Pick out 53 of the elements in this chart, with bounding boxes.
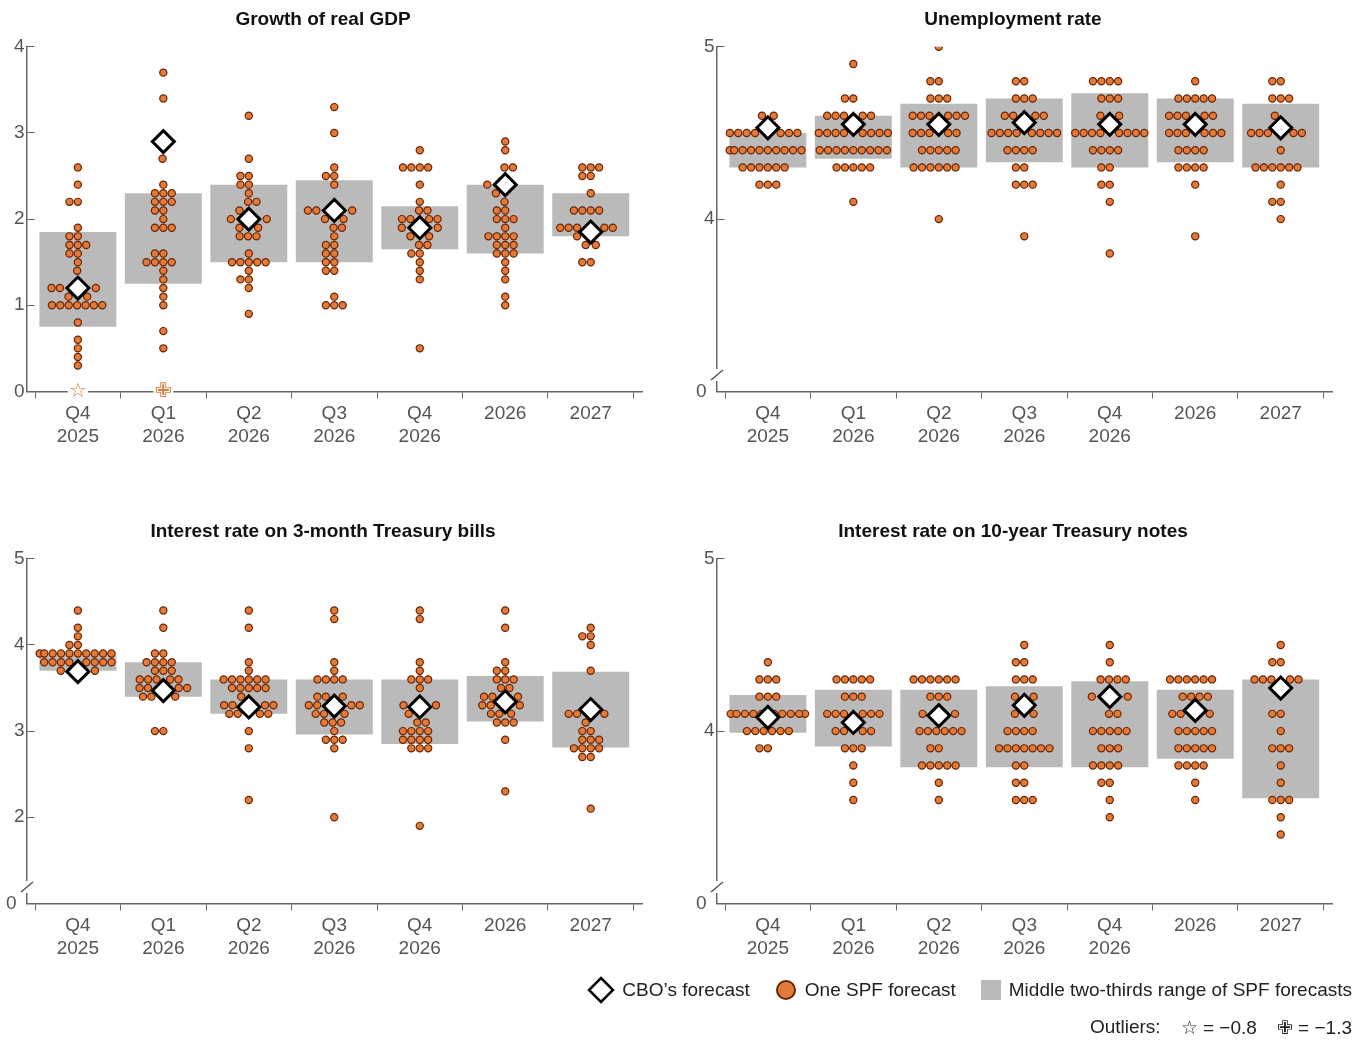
x-tick-label: Q1 2026: [832, 914, 875, 958]
x-tick-label: Q4 2026: [1088, 402, 1131, 446]
x-tick-label: Q4 2025: [746, 914, 789, 958]
y-tick-label: 5: [703, 35, 715, 57]
text: ☆ = −0.8: [1180, 1016, 1257, 1039]
x-tick-label: 2027: [1259, 402, 1302, 424]
legend-label: One SPF forecast: [804, 979, 956, 1001]
legend-label: CBO’s forecast: [622, 979, 750, 1001]
x-tick-label: 2026: [1174, 914, 1217, 936]
y-tick-label: 2: [13, 207, 25, 229]
x-tick-label: Q2 2026: [227, 914, 270, 958]
x-tick-label: Q3 2026: [1003, 914, 1046, 958]
text: Outliers:: [1089, 1016, 1161, 1039]
y-tick-label: 4: [13, 633, 25, 655]
chart-title: Interest rate on 3-month Treasury bills: [150, 519, 496, 541]
chart-title: Interest rate on 10-year Treasury notes: [838, 519, 1188, 541]
text: ✙ = −1.3: [1276, 1016, 1352, 1039]
x-tick-label: Q3 2026: [1003, 402, 1046, 446]
x-tick-label: Q4 2025: [746, 402, 789, 446]
x-tick-label: 2027: [569, 402, 612, 424]
x-tick-label: Q2 2026: [917, 402, 960, 446]
x-tick-label: 2026: [1174, 402, 1217, 424]
x-tick-label: Q1 2026: [832, 402, 875, 446]
chart-title: Unemployment rate: [924, 7, 1102, 29]
y-tick-label: 4: [13, 35, 25, 57]
x-tick-label: 2026: [484, 914, 527, 936]
x-tick-label: Q3 2026: [313, 402, 356, 446]
y-tick-label: 3: [13, 121, 25, 143]
chart-title: Growth of real GDP: [235, 7, 411, 29]
x-tick-label: Q4 2026: [398, 402, 441, 446]
x-tick-label: Q1 2026: [142, 914, 185, 958]
annotation: ☆: [68, 377, 87, 402]
x-tick-label: 2027: [1259, 914, 1302, 936]
x-tick-label: Q2 2026: [227, 402, 270, 446]
x-tick-label: Q2 2026: [917, 914, 960, 958]
annotation: ✙: [154, 377, 172, 402]
y-tick-label: 5: [703, 547, 715, 569]
y-tick-label: 5: [13, 547, 25, 569]
y-tick-label: 3: [13, 719, 25, 741]
x-tick-label: Q4 2025: [56, 914, 99, 958]
y-tick-label: 0: [13, 379, 25, 401]
x-tick-label: Q3 2026: [313, 914, 356, 958]
legend-label: Middle two-thirds range of SPF forecasts: [1008, 979, 1352, 1001]
x-tick-label: Q4 2026: [1088, 914, 1131, 958]
y-tick-label: 4: [703, 207, 715, 229]
x-tick-label: Q4 2025: [56, 402, 99, 446]
x-tick-label: Q4 2026: [398, 914, 441, 958]
y-tick-label: 4: [703, 719, 715, 741]
x-tick-label: 2027: [569, 914, 612, 936]
y-tick-label: 2: [13, 805, 25, 827]
x-tick-label: 2026: [484, 402, 527, 424]
x-tick-label: Q1 2026: [142, 402, 185, 446]
y-tick-label: 1: [13, 293, 25, 315]
